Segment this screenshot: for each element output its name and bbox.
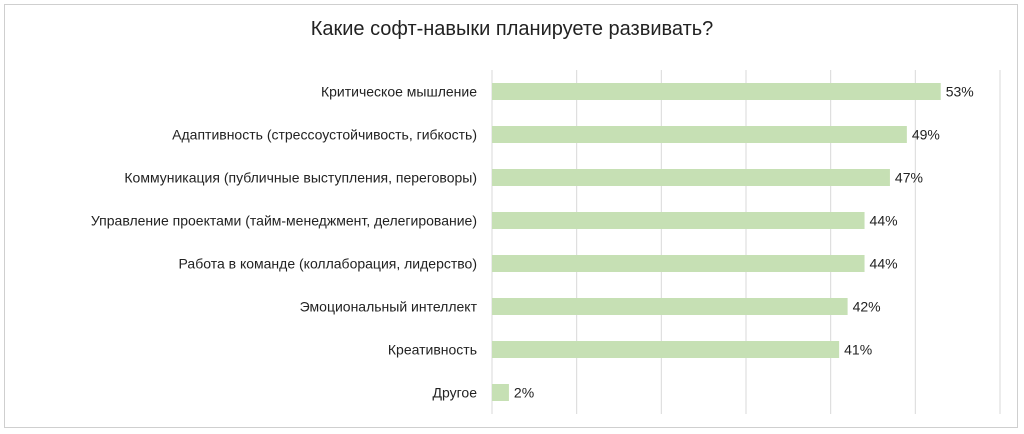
bar bbox=[492, 298, 848, 315]
value-label: 44% bbox=[870, 256, 898, 272]
category-label: Работа в команде (коллаборация, лидерств… bbox=[179, 256, 477, 272]
gridlines bbox=[491, 70, 1001, 414]
value-label: 44% bbox=[870, 213, 898, 229]
category-label: Креативность bbox=[388, 342, 477, 358]
bar bbox=[492, 126, 907, 143]
category-label: Другое bbox=[433, 385, 478, 401]
chart-title: Какие софт-навыки планируете развивать? bbox=[310, 18, 714, 40]
bar bbox=[492, 83, 941, 100]
category-label: Коммуникация (публичные выступления, пер… bbox=[124, 170, 477, 186]
value-label: 47% bbox=[895, 170, 923, 186]
category-labels: Критическое мышление Адаптивность (стресс… bbox=[91, 84, 478, 401]
bar bbox=[492, 255, 865, 272]
bar bbox=[492, 384, 509, 401]
category-label: Эмоциональный интеллект bbox=[300, 299, 478, 315]
bars bbox=[492, 83, 941, 401]
bar bbox=[492, 212, 865, 229]
category-label: Критическое мышление bbox=[321, 84, 477, 100]
bar bbox=[492, 341, 840, 358]
value-label: 42% bbox=[853, 299, 881, 315]
bar bbox=[492, 169, 890, 186]
value-label: 2% bbox=[514, 385, 534, 401]
value-label: 49% bbox=[912, 127, 940, 143]
category-label: Адаптивность (стрессоустойчивость, гибко… bbox=[172, 127, 477, 143]
value-label: 41% bbox=[844, 342, 872, 358]
category-label: Управление проектами (тайм-менеджмент, д… bbox=[91, 213, 477, 229]
value-labels: 53% 49% 47% 44% 44% 42% 41% 2% bbox=[514, 84, 974, 401]
value-label: 53% bbox=[946, 84, 974, 100]
